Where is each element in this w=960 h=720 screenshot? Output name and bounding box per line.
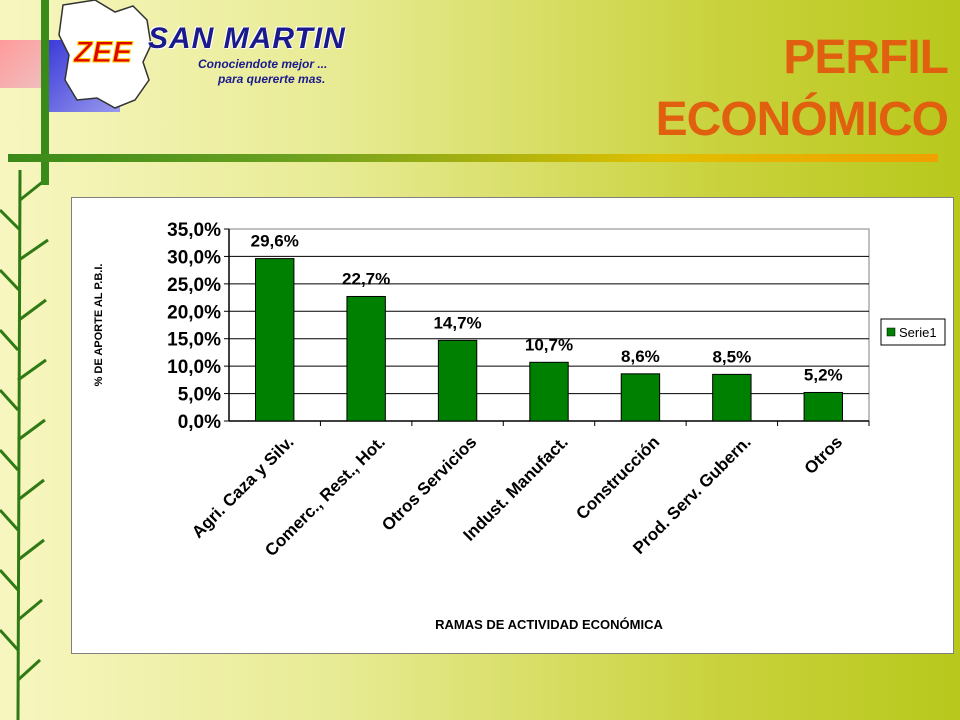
y-tick-label: 5,0%: [178, 385, 221, 406]
data-label: 5,2%: [804, 365, 843, 384]
data-label: 10,7%: [525, 335, 573, 354]
y-tick-label: 20,0%: [167, 302, 221, 323]
chart-container: 0,0% 5,0% 10,0% 15,0% 20,0% 25,0% 30,0% 35,0% 29…: [71, 197, 954, 654]
y-tick-label: 10,0%: [167, 357, 221, 378]
data-label: 8,6%: [621, 347, 660, 366]
decorative-square-red: [0, 40, 48, 88]
bar-chart: 0,0% 5,0% 10,0% 15,0% 20,0% 25,0% 30,0% 35,0% 29…: [93, 220, 946, 632]
y-axis-title: % DE APORTE AL P.B.I.: [93, 264, 105, 387]
x-axis-title: RAMAS DE ACTIVIDAD ECONÓMICA: [435, 617, 663, 632]
y-tick-label: 35,0%: [167, 220, 221, 241]
decorative-horizontal-line: [8, 154, 938, 162]
category-label: Otros Servicios: [378, 432, 480, 534]
data-label: 22,7%: [342, 269, 390, 288]
category-label: Agri. Caza y Silv.: [188, 432, 297, 541]
y-tick-label: 15,0%: [167, 330, 221, 351]
data-label: 14,7%: [433, 313, 481, 332]
data-label: 29,6%: [251, 232, 299, 251]
y-tick-label: 30,0%: [167, 247, 221, 268]
decorative-vertical-line: [41, 0, 49, 185]
page-title-line-2: ECONÓMICO: [655, 93, 949, 146]
logo-name: SAN MARTIN: [148, 22, 346, 55]
bar: [712, 373, 752, 422]
category-label: Construcción: [572, 432, 663, 523]
logo-letters: ZEE: [73, 36, 133, 69]
zee-logo: ZEE: [58, 0, 152, 109]
page-title-line-1: PERFIL: [783, 31, 949, 84]
bar: [803, 391, 843, 422]
data-label: 8,5%: [712, 347, 751, 366]
logo-tagline-2: para quererte mas.: [218, 72, 326, 86]
bar: [620, 373, 661, 422]
bar: [346, 295, 386, 422]
bar: [529, 361, 569, 422]
category-label: Otros: [801, 432, 846, 477]
legend-swatch: [886, 327, 896, 337]
grass-decoration: [0, 170, 49, 720]
y-tick-label: 25,0%: [167, 275, 221, 296]
legend-label: Serie1: [899, 325, 937, 340]
y-tick-label: 0,0%: [178, 412, 221, 433]
bar: [437, 339, 478, 422]
bar: [255, 258, 295, 422]
logo-tagline-1: Conociendote mejor ...: [198, 57, 328, 71]
